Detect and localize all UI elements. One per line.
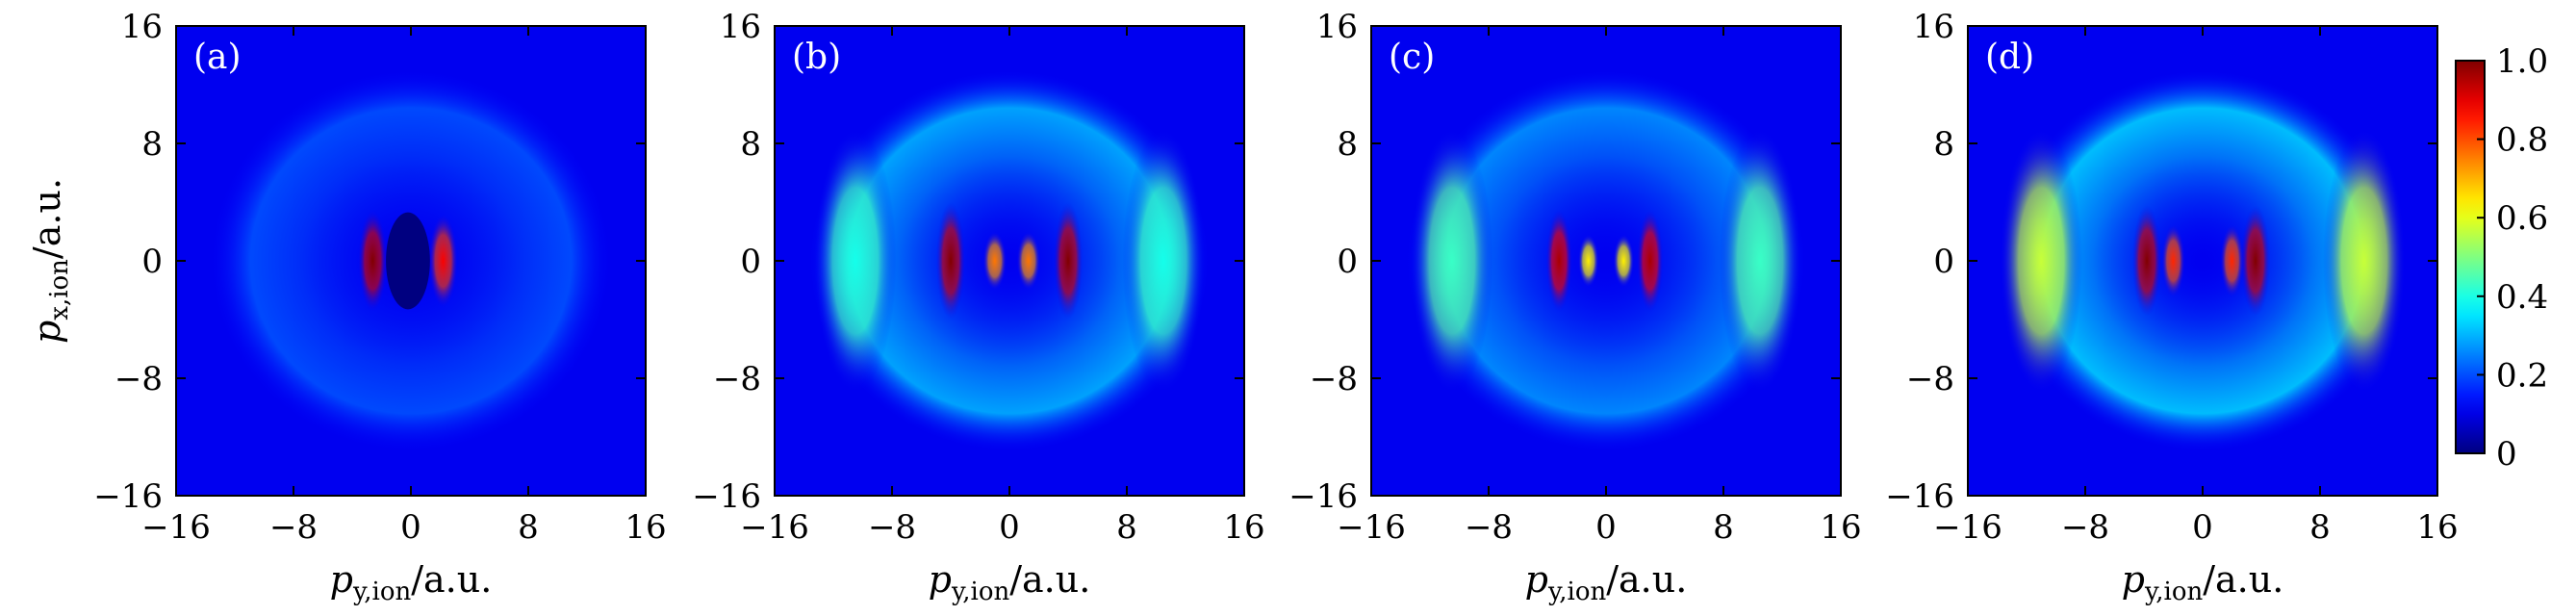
inner-arc <box>428 214 458 308</box>
x-tick-label: 16 <box>1820 508 1861 547</box>
panel-d: −16 −8 0 8 16 −16 −8 0 8 16 (d) py,ion/a.u. <box>1885 8 2458 606</box>
panel-b: −16 −8 0 8 16 −16 −8 0 8 16 (b) py,ion/a.u. <box>692 8 1264 606</box>
y-tick-label: 8 <box>141 125 163 164</box>
x-tick-label: 8 <box>1116 508 1137 547</box>
y-tick-label: 16 <box>1316 8 1358 46</box>
central-hole <box>386 212 430 310</box>
y-tick-label: 0 <box>1337 243 1358 281</box>
inner-arc <box>2240 205 2271 317</box>
inner-arc <box>2131 205 2162 317</box>
panel-label: (d) <box>1985 38 2034 77</box>
heatmap-image <box>210 69 612 452</box>
x-tick-label: 16 <box>1223 508 1264 547</box>
outer-ring <box>1405 69 1807 452</box>
colorbar: 0 0.2 0.4 0.6 0.8 1.0 <box>2455 42 2548 474</box>
panel-label: (b) <box>792 38 841 77</box>
y-tick-label: 16 <box>121 8 163 46</box>
x-tick-label: −8 <box>1465 508 1513 547</box>
x-tick-label: −8 <box>269 508 318 547</box>
y-tick-label: 8 <box>1337 125 1358 164</box>
inner-arc <box>2220 223 2244 298</box>
y-tick-label: 16 <box>720 8 761 46</box>
colorbar-tick-label: 0.4 <box>2496 278 2548 317</box>
x-tick-label: 8 <box>1713 508 1734 547</box>
y-tick-label: −8 <box>713 360 761 398</box>
panel-label: (c) <box>1389 38 1435 77</box>
colorbar-tick-label: 0.6 <box>2496 199 2548 238</box>
outer-ring <box>808 69 1211 452</box>
y-tick-label: 0 <box>141 243 163 281</box>
y-tick-label: −8 <box>115 360 163 398</box>
y-tick-label: −16 <box>1288 477 1358 516</box>
y-tick-label: −16 <box>1885 477 1954 516</box>
x-tick-label: −16 <box>1337 508 1406 547</box>
x-axis-label: py,ion/a.u. <box>929 558 1091 606</box>
y-tick-label: −8 <box>1906 360 1954 398</box>
side-lobe <box>1122 128 1205 394</box>
inner-arc <box>1053 202 1084 320</box>
panel-c: −16 −8 0 8 16 −16 −8 0 8 16 (c) py,ion/a.u. <box>1288 8 1861 606</box>
inner-arc <box>1613 234 1634 288</box>
inner-arc <box>1545 209 1572 313</box>
colorbar-tick-label: 0.8 <box>2496 121 2548 160</box>
outer-ring <box>2002 69 2404 452</box>
x-tick-label: 0 <box>2192 508 2213 547</box>
panel-a: −16 −8 0 8 16 −16 −8 0 8 16 (a) py,ion/a.u. px,ion/a… <box>26 8 667 606</box>
x-axis-label: py,ion/a.u. <box>330 558 493 606</box>
x-tick-label: 0 <box>400 508 421 547</box>
x-tick-label: 0 <box>999 508 1020 547</box>
side-lobe <box>1411 128 1493 394</box>
inner-arc <box>1578 234 1599 288</box>
y-tick-label: −16 <box>692 477 761 516</box>
x-tick-label: 16 <box>2416 508 2458 547</box>
x-axis-label: py,ion/a.u. <box>1525 558 1688 606</box>
colorbar-tick-label: 1.0 <box>2496 42 2548 81</box>
inner-arc <box>1637 209 1664 313</box>
x-tick-label: −16 <box>141 508 211 547</box>
inner-arc <box>982 231 1007 291</box>
inner-arc <box>358 209 388 313</box>
heatmap-image <box>1405 69 1807 452</box>
x-tick-label: −16 <box>740 508 809 547</box>
y-tick-label: 16 <box>1913 8 1954 46</box>
panels-layer: −16 −8 0 8 16 −16 −8 0 8 16 (a) py,ion/a.u. px,ion/a… <box>26 8 2459 606</box>
y-tick-label: 8 <box>1933 125 1954 164</box>
y-tick-label: −16 <box>93 477 163 516</box>
side-lobe <box>2000 128 2082 394</box>
y-tick-label: −8 <box>1310 360 1358 398</box>
inner-arc <box>935 202 966 320</box>
x-tick-label: 16 <box>625 508 666 547</box>
colorbar-tick-label: 0.2 <box>2496 356 2548 395</box>
x-tick-label: −16 <box>1933 508 2002 547</box>
colorbar-tick-label: 0 <box>2496 435 2517 474</box>
colorbar-frame <box>2455 60 2486 454</box>
heatmap-image <box>808 69 1211 452</box>
inner-arc <box>1016 231 1041 291</box>
x-tick-label: 8 <box>518 508 539 547</box>
x-tick-label: −8 <box>2061 508 2109 547</box>
y-tick-label: 8 <box>740 125 761 164</box>
y-axis-label: px,ion/a.u. <box>26 178 74 344</box>
heatmap-image <box>2000 69 2406 452</box>
x-tick-label: 8 <box>2309 508 2331 547</box>
y-tick-label: 0 <box>740 243 761 281</box>
x-axis-label: py,ion/a.u. <box>2122 558 2284 606</box>
y-tick-label: 0 <box>1933 243 1954 281</box>
side-lobe <box>2323 128 2406 394</box>
x-tick-label: −8 <box>868 508 916 547</box>
x-tick-label: 0 <box>1595 508 1617 547</box>
inner-arc <box>2161 223 2185 298</box>
side-lobe <box>1719 128 1801 394</box>
panel-label: (a) <box>193 38 242 77</box>
side-lobe <box>814 128 897 394</box>
colorbar-gradient <box>2456 61 2485 453</box>
